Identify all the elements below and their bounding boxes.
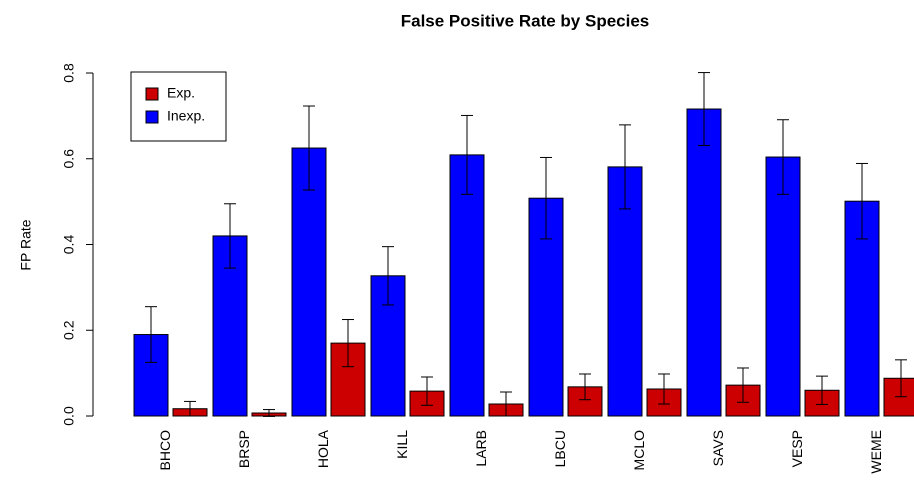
error-bar [540,156,552,240]
x-tick-label: SAVS [710,430,726,466]
x-tick-label: BHCO [157,430,173,471]
error-bar [737,367,749,403]
legend-swatch [145,87,159,101]
legend-label: Inexp. [167,108,205,124]
y-tick-label: 0.6 [61,149,77,169]
error-bar [382,246,394,306]
bar [330,342,366,417]
error-bar [816,375,828,405]
error-bar [461,114,473,195]
error-bar [658,373,670,405]
error-bar [895,359,907,398]
error-bar [263,409,275,417]
bar [765,156,801,417]
bar [291,147,327,417]
x-tick-label: WEME [868,430,884,474]
y-tick-label: 0.2 [61,320,77,340]
error-bar [303,105,315,191]
y-tick-label: 0.0 [61,406,77,426]
error-bar [619,124,631,210]
x-tick-label: LARB [473,430,489,467]
error-bar [698,72,710,146]
legend-label: Exp. [167,85,195,101]
y-tick-label: 0.8 [61,63,77,83]
x-tick-label: MCLO [631,430,647,471]
y-tick-label: 0.4 [61,235,77,255]
x-tick-label: HOLA [315,429,331,468]
bar [686,108,722,417]
error-bar [856,162,868,240]
error-bar [184,400,196,417]
chart-title: False Positive Rate by Species [401,11,650,30]
error-bar [342,319,354,368]
error-bar [145,306,157,363]
x-tick-label: KILL [394,430,410,459]
error-bar [224,203,236,269]
x-tick-label: LBCU [552,430,568,467]
x-tick-label: VESP [789,430,805,467]
legend [130,71,227,142]
x-tick-label: BRSP [236,430,252,468]
bar [449,154,485,417]
legend-swatch [145,110,159,124]
error-bar [421,376,433,406]
error-bar [777,119,789,195]
error-bar [579,373,591,401]
y-axis-label: FP Rate [18,219,34,270]
error-bar [500,391,512,417]
